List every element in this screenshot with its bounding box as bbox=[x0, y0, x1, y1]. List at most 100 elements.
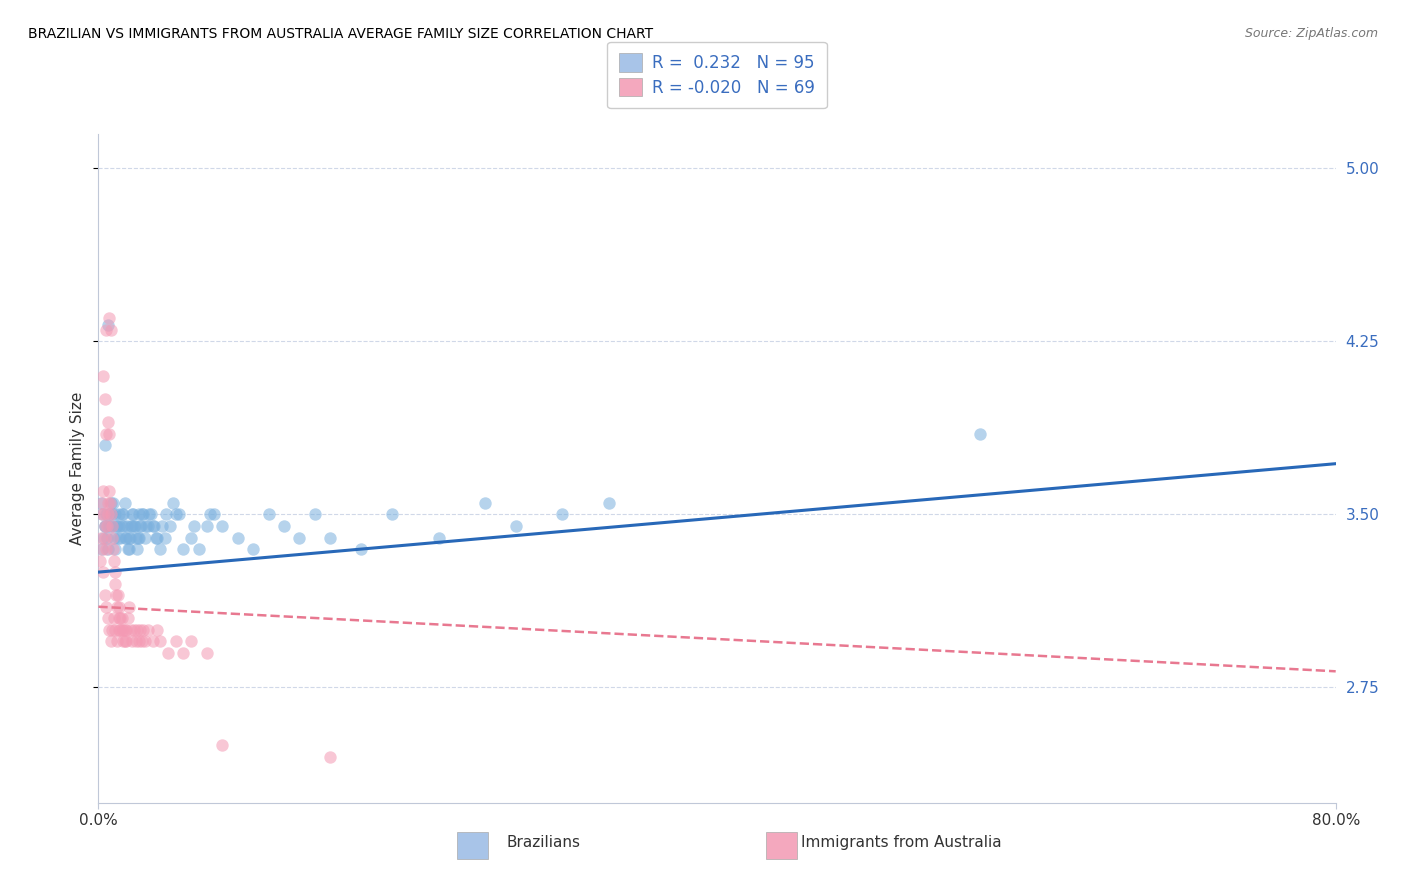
Text: BRAZILIAN VS IMMIGRANTS FROM AUSTRALIA AVERAGE FAMILY SIZE CORRELATION CHART: BRAZILIAN VS IMMIGRANTS FROM AUSTRALIA A… bbox=[28, 27, 654, 41]
Point bbox=[157, 646, 180, 660]
Point bbox=[98, 519, 121, 533]
Point bbox=[105, 519, 128, 533]
Point bbox=[204, 508, 226, 522]
Point bbox=[598, 496, 620, 510]
Point bbox=[96, 531, 118, 545]
Point bbox=[132, 508, 155, 522]
Point bbox=[105, 599, 128, 614]
Point bbox=[122, 519, 145, 533]
Point bbox=[98, 426, 121, 441]
Point bbox=[96, 426, 118, 441]
Point bbox=[108, 611, 131, 625]
Point bbox=[128, 508, 150, 522]
Point bbox=[120, 531, 142, 545]
Point bbox=[143, 519, 166, 533]
Point bbox=[198, 508, 221, 522]
Point bbox=[195, 646, 218, 660]
Point bbox=[94, 519, 117, 533]
Point bbox=[93, 508, 115, 522]
Point bbox=[108, 531, 131, 545]
Point bbox=[97, 415, 120, 429]
Point bbox=[107, 588, 129, 602]
Point bbox=[131, 634, 153, 648]
Point bbox=[100, 634, 122, 648]
Point bbox=[120, 519, 142, 533]
Point bbox=[153, 531, 176, 545]
Point bbox=[173, 646, 195, 660]
Point bbox=[96, 323, 118, 337]
Point bbox=[91, 531, 114, 545]
Point bbox=[149, 542, 172, 557]
Point bbox=[111, 623, 134, 637]
Point bbox=[98, 496, 121, 510]
Point bbox=[104, 508, 127, 522]
Point bbox=[105, 634, 128, 648]
Point bbox=[96, 599, 118, 614]
Point bbox=[91, 369, 114, 384]
Point bbox=[134, 531, 156, 545]
Point bbox=[97, 496, 120, 510]
Point bbox=[96, 519, 118, 533]
Point bbox=[90, 542, 112, 557]
Point bbox=[381, 508, 404, 522]
Point bbox=[136, 519, 159, 533]
Point bbox=[319, 749, 342, 764]
Point bbox=[350, 542, 373, 557]
Point bbox=[98, 508, 121, 522]
Point bbox=[90, 531, 112, 545]
Point bbox=[145, 531, 167, 545]
Point bbox=[122, 508, 145, 522]
Point bbox=[93, 588, 115, 602]
Point bbox=[180, 634, 202, 648]
Point bbox=[101, 542, 124, 557]
Point bbox=[97, 542, 120, 557]
Point bbox=[551, 508, 574, 522]
Point bbox=[162, 496, 184, 510]
Point bbox=[114, 634, 136, 648]
Point bbox=[89, 553, 111, 567]
Point bbox=[319, 531, 342, 545]
Point bbox=[107, 531, 129, 545]
Point bbox=[273, 519, 295, 533]
Point bbox=[100, 508, 122, 522]
Point bbox=[107, 508, 129, 522]
Point bbox=[97, 508, 120, 522]
Point bbox=[188, 542, 211, 557]
Point bbox=[132, 623, 155, 637]
Point bbox=[474, 496, 496, 510]
Point bbox=[96, 542, 118, 557]
Point bbox=[91, 508, 114, 522]
Point bbox=[90, 508, 112, 522]
Point bbox=[134, 634, 156, 648]
Point bbox=[129, 519, 152, 533]
Point bbox=[91, 484, 114, 499]
Point bbox=[112, 623, 135, 637]
Point bbox=[142, 519, 165, 533]
Y-axis label: Average Family Size: Average Family Size bbox=[70, 392, 86, 545]
Point bbox=[149, 634, 172, 648]
Point bbox=[91, 496, 114, 510]
Point bbox=[127, 623, 149, 637]
Point bbox=[90, 542, 112, 557]
Point bbox=[173, 542, 195, 557]
Point bbox=[131, 508, 153, 522]
Point bbox=[108, 611, 131, 625]
Point bbox=[98, 484, 121, 499]
Point bbox=[105, 588, 128, 602]
Point bbox=[112, 634, 135, 648]
Point bbox=[136, 623, 159, 637]
Point bbox=[117, 611, 139, 625]
Point bbox=[120, 623, 142, 637]
Point bbox=[121, 634, 143, 648]
Point bbox=[117, 542, 139, 557]
Point bbox=[107, 623, 129, 637]
Text: Source: ZipAtlas.com: Source: ZipAtlas.com bbox=[1244, 27, 1378, 40]
Point bbox=[114, 531, 136, 545]
Point bbox=[108, 623, 131, 637]
Point bbox=[165, 634, 187, 648]
Point bbox=[114, 496, 136, 510]
Point bbox=[242, 542, 264, 557]
Point bbox=[111, 508, 134, 522]
Point bbox=[114, 623, 136, 637]
Point bbox=[100, 496, 122, 510]
